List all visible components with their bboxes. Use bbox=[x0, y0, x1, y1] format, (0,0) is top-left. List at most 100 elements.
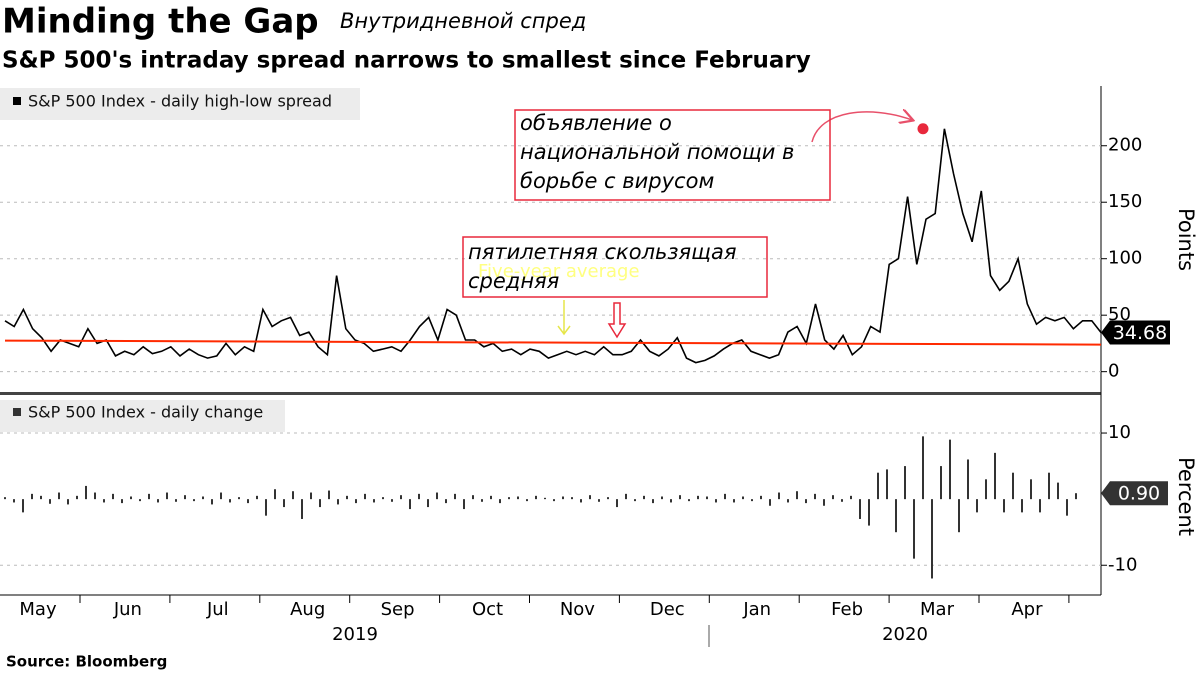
bar bbox=[355, 499, 357, 504]
bar bbox=[193, 499, 195, 502]
bar bbox=[4, 497, 6, 500]
bar bbox=[868, 499, 870, 526]
bar bbox=[454, 493, 456, 500]
annotation-text: национальной помощи в bbox=[520, 140, 794, 164]
bar bbox=[418, 493, 420, 500]
bar bbox=[589, 495, 591, 500]
source: Source: Bloomberg bbox=[6, 653, 167, 671]
bar bbox=[931, 499, 933, 579]
bar bbox=[121, 499, 123, 504]
bar bbox=[562, 496, 564, 500]
bar bbox=[265, 499, 267, 516]
bar bbox=[787, 499, 789, 503]
bar bbox=[157, 499, 159, 503]
bar bbox=[940, 466, 942, 500]
x-tick-label: Dec bbox=[650, 599, 685, 620]
bar bbox=[832, 495, 834, 500]
bar bbox=[1039, 499, 1041, 513]
bar bbox=[13, 499, 15, 503]
bar bbox=[607, 497, 609, 500]
bar bbox=[886, 469, 888, 500]
bar bbox=[922, 436, 924, 500]
subtitle: Внутридневной спред bbox=[340, 9, 586, 33]
legend-box bbox=[0, 400, 285, 432]
value-badge bbox=[1101, 481, 1168, 506]
annotation-box bbox=[514, 109, 831, 201]
bar bbox=[328, 490, 330, 500]
annotation-ghost-text: Five-year average bbox=[478, 261, 640, 282]
x-tick-label: May bbox=[19, 599, 57, 620]
legend-box bbox=[0, 88, 360, 120]
bar bbox=[94, 492, 96, 500]
bar bbox=[391, 499, 393, 502]
x-tick-label: Oct bbox=[472, 599, 503, 620]
annotation-text: пятилетняя скользящая bbox=[468, 240, 736, 264]
y-tick-label: -10 bbox=[1108, 554, 1137, 575]
x-tick-label: Mar bbox=[920, 599, 955, 620]
bar bbox=[508, 497, 510, 500]
bar bbox=[949, 439, 951, 500]
bar bbox=[850, 495, 852, 500]
y-tick-label: 200 bbox=[1108, 135, 1142, 156]
peak-dot bbox=[917, 123, 929, 135]
bar bbox=[733, 499, 735, 503]
annotation-text: средняя bbox=[468, 269, 559, 293]
bar bbox=[1066, 499, 1068, 516]
x-tick-label: Feb bbox=[831, 599, 863, 620]
bar bbox=[184, 495, 186, 500]
year-label: 2020 bbox=[882, 624, 928, 645]
annotation-text: борьбе с вирусом bbox=[520, 169, 714, 193]
value-badge-label: 0.90 bbox=[1118, 483, 1160, 505]
bar bbox=[292, 491, 294, 500]
bar bbox=[427, 499, 429, 508]
bar bbox=[778, 492, 780, 500]
bar bbox=[490, 495, 492, 500]
bar bbox=[148, 493, 150, 500]
annotation-text: объявление о bbox=[520, 111, 672, 135]
bar bbox=[310, 492, 312, 500]
bar bbox=[814, 493, 816, 500]
bar bbox=[76, 495, 78, 500]
bar bbox=[319, 499, 321, 508]
headline: S&P 500's intraday spread narrows to sma… bbox=[2, 48, 811, 74]
bar bbox=[742, 496, 744, 500]
bar bbox=[724, 493, 726, 500]
bar bbox=[670, 499, 672, 503]
bar bbox=[139, 499, 141, 502]
y-axis-label: Points bbox=[1174, 208, 1198, 271]
bar bbox=[238, 497, 240, 500]
bar bbox=[409, 499, 411, 510]
bar bbox=[769, 499, 771, 506]
y-tick-label: 50 bbox=[1108, 304, 1131, 325]
bar bbox=[643, 495, 645, 500]
bar bbox=[1021, 499, 1023, 513]
bar bbox=[985, 479, 987, 500]
bar bbox=[373, 499, 375, 503]
legend-swatch bbox=[13, 408, 21, 416]
bar bbox=[1057, 482, 1059, 500]
bar bbox=[229, 499, 231, 503]
bar bbox=[436, 492, 438, 500]
bar bbox=[202, 496, 204, 500]
bar bbox=[40, 495, 42, 500]
bar bbox=[526, 499, 528, 502]
bar bbox=[877, 472, 879, 500]
bar bbox=[679, 495, 681, 500]
bar bbox=[913, 499, 915, 559]
legend-swatch bbox=[13, 97, 21, 105]
x-tick-label: Nov bbox=[560, 599, 595, 620]
x-tick-label: Jan bbox=[742, 599, 771, 620]
bar bbox=[22, 499, 24, 513]
bar bbox=[625, 493, 627, 500]
bar bbox=[445, 499, 447, 504]
bar bbox=[301, 499, 303, 519]
bar bbox=[976, 499, 978, 513]
bar bbox=[661, 496, 663, 500]
bar bbox=[1075, 493, 1077, 500]
bar bbox=[841, 499, 843, 502]
bar bbox=[823, 499, 825, 506]
x-tick-label: Aug bbox=[290, 599, 325, 620]
bar bbox=[751, 499, 753, 502]
y-tick-label: 10 bbox=[1108, 422, 1131, 443]
bar bbox=[274, 489, 276, 500]
